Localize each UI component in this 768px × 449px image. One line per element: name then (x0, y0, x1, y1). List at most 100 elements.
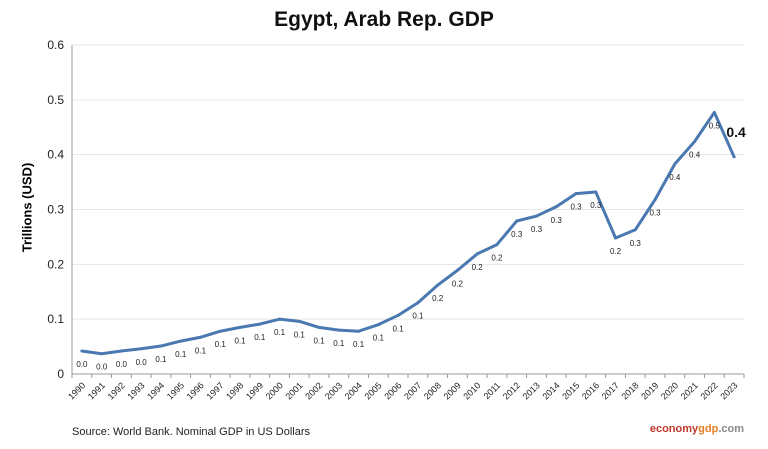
data-point (238, 325, 242, 329)
data-point (396, 313, 400, 317)
data-label: 0.4 (689, 151, 701, 160)
x-tick-label: 2019 (639, 380, 660, 401)
data-point (357, 329, 361, 333)
data-point (554, 205, 558, 209)
data-label: 0.1 (195, 346, 207, 355)
data-label: 0.0 (116, 360, 128, 369)
x-tick-label: 1993 (125, 380, 146, 401)
data-label: 0.3 (630, 239, 642, 248)
data-point (673, 162, 677, 166)
y-tick-label: 0 (57, 367, 64, 381)
x-tick-label: 2009 (442, 380, 463, 401)
data-label: 0.0 (76, 360, 88, 369)
data-point (376, 323, 380, 327)
x-tick-label: 2002 (303, 380, 324, 401)
data-point (198, 335, 202, 339)
data-point (515, 219, 519, 223)
x-tick-label: 2023 (718, 380, 739, 401)
y-tick-label: 0.4 (47, 148, 64, 162)
x-tick-label: 2020 (659, 380, 680, 401)
x-tick-label: 1998 (224, 380, 245, 401)
x-tick-label: 1997 (204, 380, 225, 401)
data-point (179, 339, 183, 343)
x-tick-label: 1999 (244, 380, 265, 401)
y-tick-label: 0.2 (47, 257, 64, 271)
x-tick-label: 2001 (283, 380, 304, 401)
data-label: 0.3 (649, 209, 661, 218)
x-tick-label: 1996 (185, 380, 206, 401)
data-point (534, 214, 538, 218)
x-tick-label: 2016 (580, 380, 601, 401)
data-label: 0.1 (412, 312, 424, 321)
brand-part: economy (649, 423, 699, 435)
data-point (278, 317, 282, 321)
x-tick-label: 2010 (461, 380, 482, 401)
data-label: 0.1 (373, 334, 385, 343)
data-label: 0.2 (610, 247, 622, 256)
data-label: 0.1 (234, 336, 246, 345)
data-point (80, 349, 84, 353)
data-label: 0.1 (274, 328, 286, 337)
x-tick-label: 2021 (679, 380, 700, 401)
x-tick-label: 2007 (402, 380, 423, 401)
data-point (633, 228, 637, 232)
data-point (614, 236, 618, 240)
data-label: 0.1 (333, 339, 345, 348)
x-tick-label: 2018 (619, 380, 640, 401)
data-point (139, 347, 143, 351)
x-tick-label: 2013 (521, 380, 542, 401)
data-label: 0.3 (551, 216, 563, 225)
data-point (416, 301, 420, 305)
data-point (258, 322, 262, 326)
x-tick-label: 1991 (86, 380, 107, 401)
brand-part: gdp (698, 423, 719, 435)
data-label: 0.2 (472, 263, 484, 272)
y-tick-label: 0.6 (47, 38, 64, 52)
data-point (475, 252, 479, 256)
data-point (119, 349, 123, 353)
source-note: Source: World Bank. Nominal GDP in US Do… (72, 426, 311, 438)
x-tick-label: 1992 (106, 380, 127, 401)
x-tick-label: 1995 (165, 380, 186, 401)
data-label: 0.1 (353, 340, 365, 349)
x-tick-label: 2004 (343, 380, 364, 401)
data-label: 0.1 (215, 340, 227, 349)
data-point (732, 155, 736, 159)
y-tick-label: 0.5 (47, 93, 64, 107)
data-point (455, 268, 459, 272)
data-label: 0.2 (491, 254, 503, 263)
data-label: 0.1 (155, 355, 167, 364)
data-point (159, 344, 163, 348)
data-point (297, 319, 301, 323)
data-point (594, 190, 598, 194)
data-label: 0.1 (254, 333, 266, 342)
x-tick-label: 2000 (264, 380, 285, 401)
data-point (100, 352, 104, 356)
data-label: 0.1 (175, 350, 187, 359)
data-point (337, 328, 341, 332)
y-tick-label: 0.1 (47, 312, 64, 326)
chart-title: Egypt, Arab Rep. GDP (274, 8, 494, 31)
data-point (495, 243, 499, 247)
data-label: 0.4 (669, 173, 681, 182)
x-tick-label: 2012 (501, 380, 522, 401)
x-tick-label: 2022 (699, 380, 720, 401)
data-label: 0.2 (452, 279, 464, 288)
x-tick-label: 2015 (560, 380, 581, 401)
data-point (574, 192, 578, 196)
brand-part: .com (718, 423, 744, 435)
y-tick-label: 0.3 (47, 203, 64, 217)
data-label: 0.0 (96, 363, 108, 372)
x-tick-label: 2008 (422, 380, 443, 401)
data-point (693, 140, 697, 144)
x-tick-label: 2011 (482, 380, 503, 401)
x-tick-label: 1994 (145, 380, 166, 401)
data-label: 0.3 (570, 203, 582, 212)
x-tick-label: 2017 (600, 380, 621, 401)
data-label: 0.4 (726, 124, 746, 140)
data-point (436, 283, 440, 287)
data-label: 0.1 (313, 336, 325, 345)
x-tick-label: 1990 (66, 380, 87, 401)
